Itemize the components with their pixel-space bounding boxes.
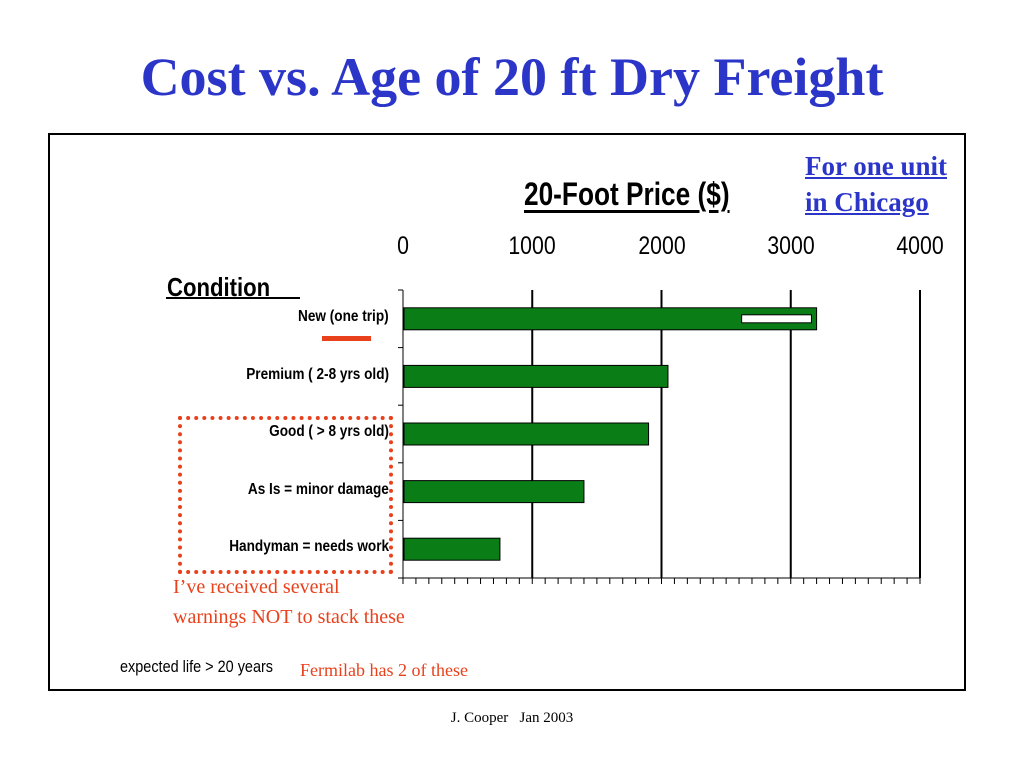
bar	[403, 422, 650, 446]
bar	[403, 537, 501, 561]
one-trip-highlight	[322, 336, 371, 341]
stacking-warning-note: I’ve received several warnings NOT to st…	[173, 572, 405, 632]
price-range-marker	[741, 314, 812, 324]
chart-title: 20-Foot Price ($)	[524, 176, 730, 212]
chart-frame	[48, 133, 966, 691]
unit-note: For one unit in Chicago	[805, 148, 947, 220]
x-tick-label: 3000	[767, 232, 815, 260]
x-tick-label: 0	[397, 232, 409, 260]
bar	[403, 480, 585, 504]
fermilab-note: Fermilab has 2 of these	[300, 660, 468, 680]
bar	[403, 364, 669, 388]
bar	[403, 307, 818, 331]
category-label: New (one trip)	[298, 308, 389, 325]
slide-title: Cost vs. Age of 20 ft Dry Freight	[140, 47, 884, 107]
category-label: Handyman = needs work	[229, 538, 389, 555]
category-label: Good ( > 8 yrs old)	[269, 423, 389, 440]
category-label: As Is = minor damage	[248, 481, 389, 498]
expected-life-note: expected life > 20 years	[120, 657, 274, 676]
warning-line1: I’ve received several	[173, 576, 340, 598]
stacking-warning-box	[178, 416, 393, 574]
footer: J. Cooper Jan 2003	[450, 710, 574, 726]
unit-note-line2: in Chicago	[805, 187, 929, 217]
condition-underline	[166, 297, 300, 299]
unit-note-line1: For one unit	[805, 151, 948, 181]
x-tick-label: 4000	[896, 232, 944, 260]
x-tick-label: 2000	[638, 232, 686, 260]
x-tick-label: 1000	[508, 232, 556, 260]
category-label: Premium ( 2-8 yrs old)	[246, 366, 389, 383]
warning-line2: warnings NOT to stack these	[173, 606, 405, 628]
